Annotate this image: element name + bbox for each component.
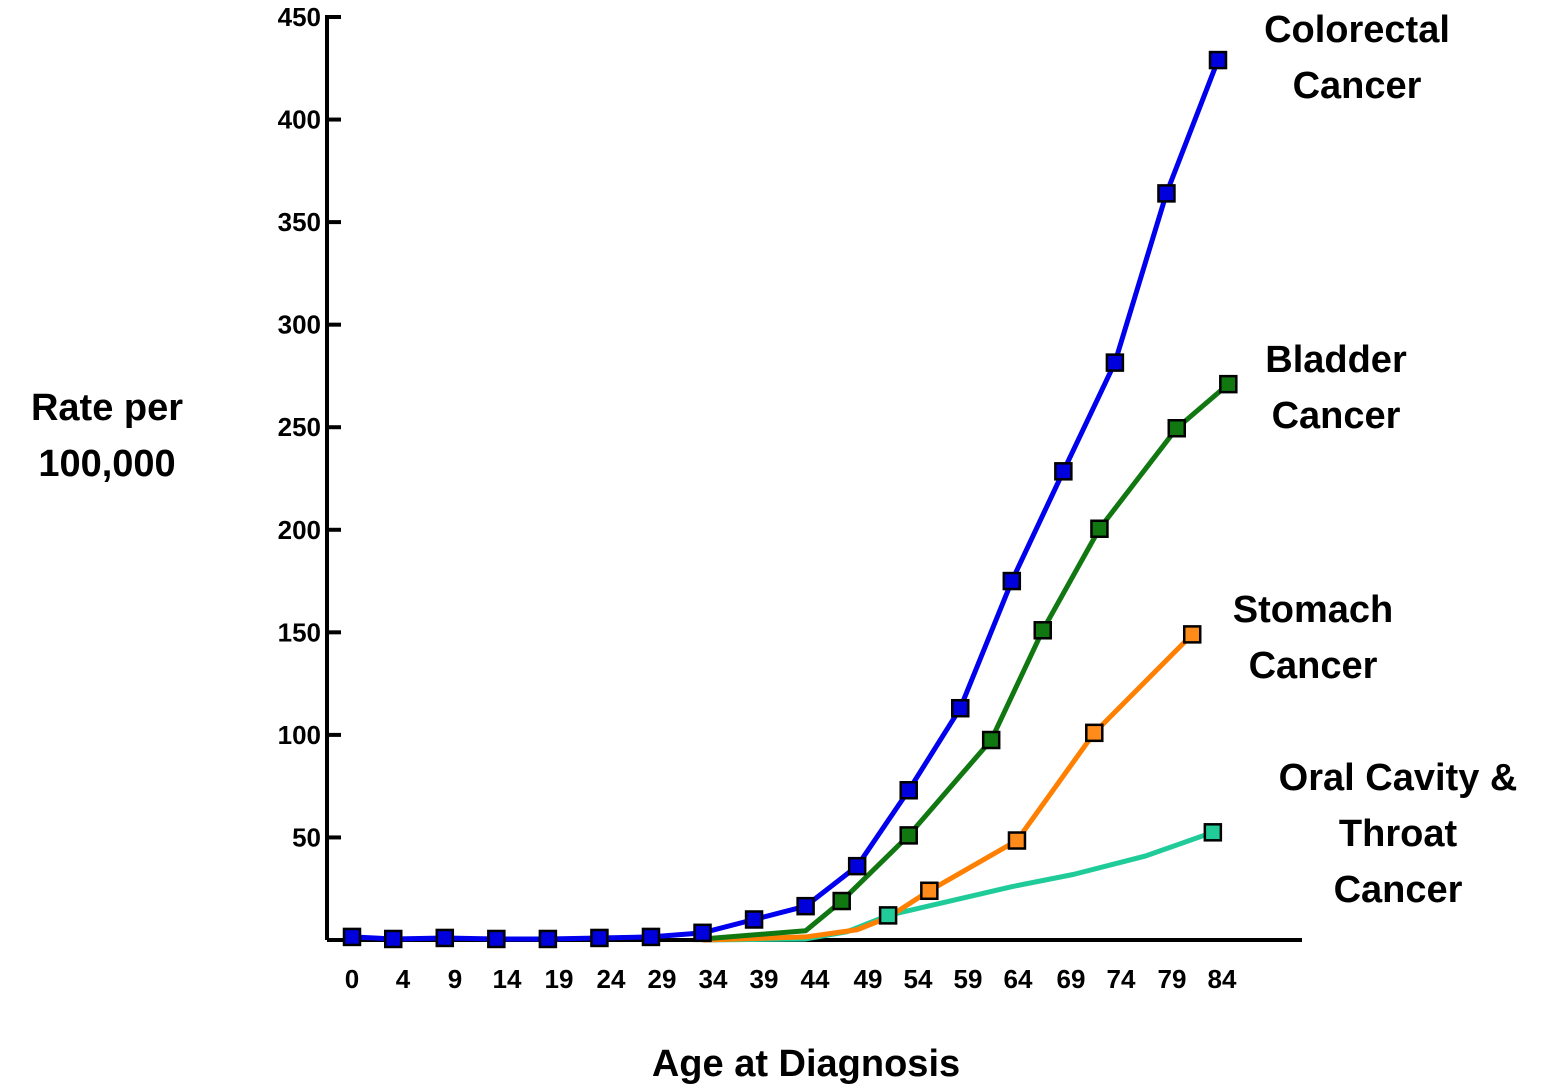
stomach-marker — [1007, 831, 1027, 850]
series-line-oral-cavity — [702, 829, 1214, 943]
bladder-marker — [1033, 621, 1052, 640]
series-label: Oral Cavity & — [1279, 757, 1518, 799]
y-axis-title-line: Rate per — [31, 387, 183, 429]
x-axis-title: Age at Diagnosis — [652, 1043, 960, 1085]
x-tick-label: 39 — [750, 964, 779, 994]
series-label: Bladder — [1265, 339, 1407, 381]
colorectal-marker — [1157, 184, 1176, 203]
oral-cavity-marker — [1203, 823, 1223, 842]
x-tick-label: 44 — [801, 964, 830, 994]
y-tick-label: 100 — [278, 720, 321, 750]
y-tick-label: 150 — [278, 617, 321, 647]
series-lines — [351, 59, 1230, 943]
stomach-marker — [920, 881, 939, 901]
colorectal-marker — [796, 896, 815, 916]
colorectal-marker — [538, 929, 558, 949]
x-tick-label: 59 — [954, 964, 983, 994]
series-line-colorectal — [351, 59, 1221, 942]
colorectal-marker — [435, 928, 455, 948]
series-label: Cancer — [1272, 395, 1401, 437]
stomach-marker — [1182, 625, 1202, 644]
colorectal-marker — [899, 781, 918, 800]
x-tick-label: 84 — [1208, 964, 1237, 994]
series-label: Cancer — [1293, 65, 1422, 107]
x-tick-label: 74 — [1107, 964, 1136, 994]
x-tick-label: 14 — [493, 964, 522, 994]
y-tick-label: 200 — [278, 515, 321, 545]
labels: Age at Diagnosis Rate per 100,000 Colorecta… — [31, 9, 1517, 1085]
y-tick-label: 350 — [278, 207, 321, 237]
colorectal-marker — [342, 927, 362, 947]
bladder-marker — [832, 891, 851, 911]
colorectal-marker — [1002, 571, 1022, 591]
colorectal-marker — [641, 927, 661, 947]
series-label: Throat — [1339, 813, 1458, 855]
x-tick-label: 19 — [545, 964, 574, 994]
series-label: Cancer — [1249, 645, 1378, 687]
y-tick-label: 400 — [278, 105, 321, 135]
x-tick-label: 9 — [448, 964, 462, 994]
y-tick-label: 250 — [278, 412, 321, 442]
bladder-marker — [1219, 374, 1238, 394]
bladder-marker — [899, 826, 918, 845]
bladder-marker — [981, 730, 1001, 750]
x-tick-label: 24 — [597, 964, 626, 994]
x-tick-label: 0 — [345, 964, 359, 994]
y-tick-label: 300 — [278, 310, 321, 340]
bladder-marker — [1090, 519, 1109, 539]
x-tick-label: 69 — [1057, 964, 1086, 994]
colorectal-marker — [847, 856, 867, 876]
x-tick-label: 29 — [648, 964, 677, 994]
colorectal-marker — [1208, 50, 1228, 70]
series-markers — [342, 50, 1238, 949]
x-tick-label: 54 — [904, 964, 933, 994]
x-tick-label: 79 — [1158, 964, 1187, 994]
colorectal-marker — [744, 910, 764, 929]
series-label: Colorectal — [1264, 9, 1450, 51]
oral-cavity-marker — [878, 906, 898, 925]
bladder-marker — [1167, 418, 1187, 438]
colorectal-marker — [1054, 462, 1073, 481]
stomach-marker — [1085, 723, 1104, 743]
colorectal-marker — [693, 923, 712, 943]
y-tick-label: 450 — [278, 2, 321, 32]
x-tick-label: 34 — [699, 964, 728, 994]
series-label: Stomach — [1233, 589, 1393, 631]
colorectal-marker — [590, 928, 609, 948]
x-tick-label: 49 — [854, 964, 883, 994]
colorectal-marker — [1105, 353, 1125, 372]
y-tick-label: 50 — [292, 822, 321, 852]
series-line-stomach — [702, 632, 1194, 943]
x-tick-label: 64 — [1004, 964, 1033, 994]
x-tick-label: 4 — [396, 964, 411, 994]
colorectal-marker — [487, 929, 506, 949]
series-label: Cancer — [1334, 869, 1463, 911]
colorectal-marker — [383, 929, 403, 949]
colorectal-marker — [951, 698, 970, 718]
y-axis-title-line: 100,000 — [38, 443, 175, 485]
